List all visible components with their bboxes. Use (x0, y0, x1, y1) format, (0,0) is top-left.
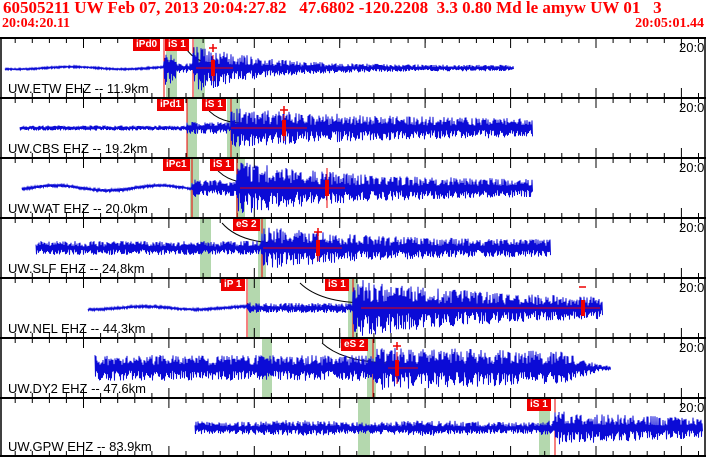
amplitude-marker-bar[interactable] (211, 60, 215, 76)
amplitude-marker-bar[interactable] (316, 240, 320, 256)
station-label: UW.DY2 EHZ -- 47.6km (8, 381, 146, 396)
station-label: UW.ETW EHZ -- 11.9km (8, 81, 149, 96)
trace-end-timestamp: 20:0 (679, 40, 705, 55)
phase-pick-flag[interactable]: iS 1 (325, 279, 349, 291)
station-label: UW.GPW EHZ -- 83.9km (8, 439, 152, 454)
trace-end-timestamp: 20:0 (679, 280, 705, 295)
phase-pick-flag[interactable]: iPd1 (157, 99, 185, 111)
seismogram-trace[interactable] (19, 108, 533, 147)
plus-marker-icon[interactable] (314, 228, 322, 236)
plus-marker-icon[interactable] (393, 342, 401, 350)
station-label: UW.NEL EHZ -- 44.3km (8, 321, 146, 336)
phase-pick-flag[interactable]: iS 1 (165, 39, 189, 51)
station-label: UW.CBS EHZ -- 19.2km (8, 141, 148, 156)
trace-end-timestamp: 20:0 (679, 400, 705, 415)
amplitude-marker-bar[interactable] (282, 120, 286, 136)
seismogram-trace[interactable] (35, 227, 551, 268)
phase-pick-flag[interactable]: iS 1 (210, 159, 234, 171)
trace-end-timestamp: 20:0 (679, 220, 705, 235)
trace-end-timestamp: 20:0 (679, 100, 705, 115)
phase-pick-flag[interactable]: iP 1 (221, 279, 245, 291)
seismogram-trace[interactable] (194, 411, 703, 445)
trace-end-timestamp: 20:0 (679, 160, 705, 175)
phase-pick-flag[interactable]: eS 2 (341, 339, 368, 351)
seismogram-trace[interactable] (4, 46, 514, 91)
amplitude-marker-bar[interactable] (581, 300, 585, 316)
plus-marker-icon[interactable] (209, 44, 217, 52)
plot-side-borders (0, 38, 706, 456)
trace-end-timestamp: 20:0 (679, 340, 705, 355)
seismogram-trace[interactable] (87, 280, 603, 336)
window-start-time: 20:04:20.11 (2, 16, 71, 31)
amplitude-marker-bar[interactable] (395, 360, 399, 376)
phase-pick-flag[interactable]: iPd0 (133, 39, 161, 51)
panel-divider-lines (0, 37, 706, 457)
amplitude-marker-bar[interactable] (325, 180, 329, 196)
station-label: UW.WAT EHZ -- 20.0km (8, 201, 148, 216)
seismogram-trace[interactable] (21, 162, 533, 213)
event-summary-line: 60505211 UW Feb 07, 2013 20:04:27.82 47.… (3, 0, 662, 17)
coda-decay-curve (321, 342, 395, 364)
phase-pick-flag[interactable]: eS 2 (233, 219, 260, 231)
window-end-time: 20:05:01.44 (635, 16, 704, 31)
phase-pick-flag[interactable]: iS 1 (202, 99, 226, 111)
phase-pick-flag[interactable]: iS 1 (527, 399, 551, 411)
station-label: UW.SLF EHZ -- 24.8km (8, 261, 145, 276)
phase-pick-flag[interactable]: iPc1 (163, 159, 190, 171)
seismogram-trace[interactable] (94, 348, 611, 390)
plus-marker-icon[interactable] (280, 106, 288, 114)
